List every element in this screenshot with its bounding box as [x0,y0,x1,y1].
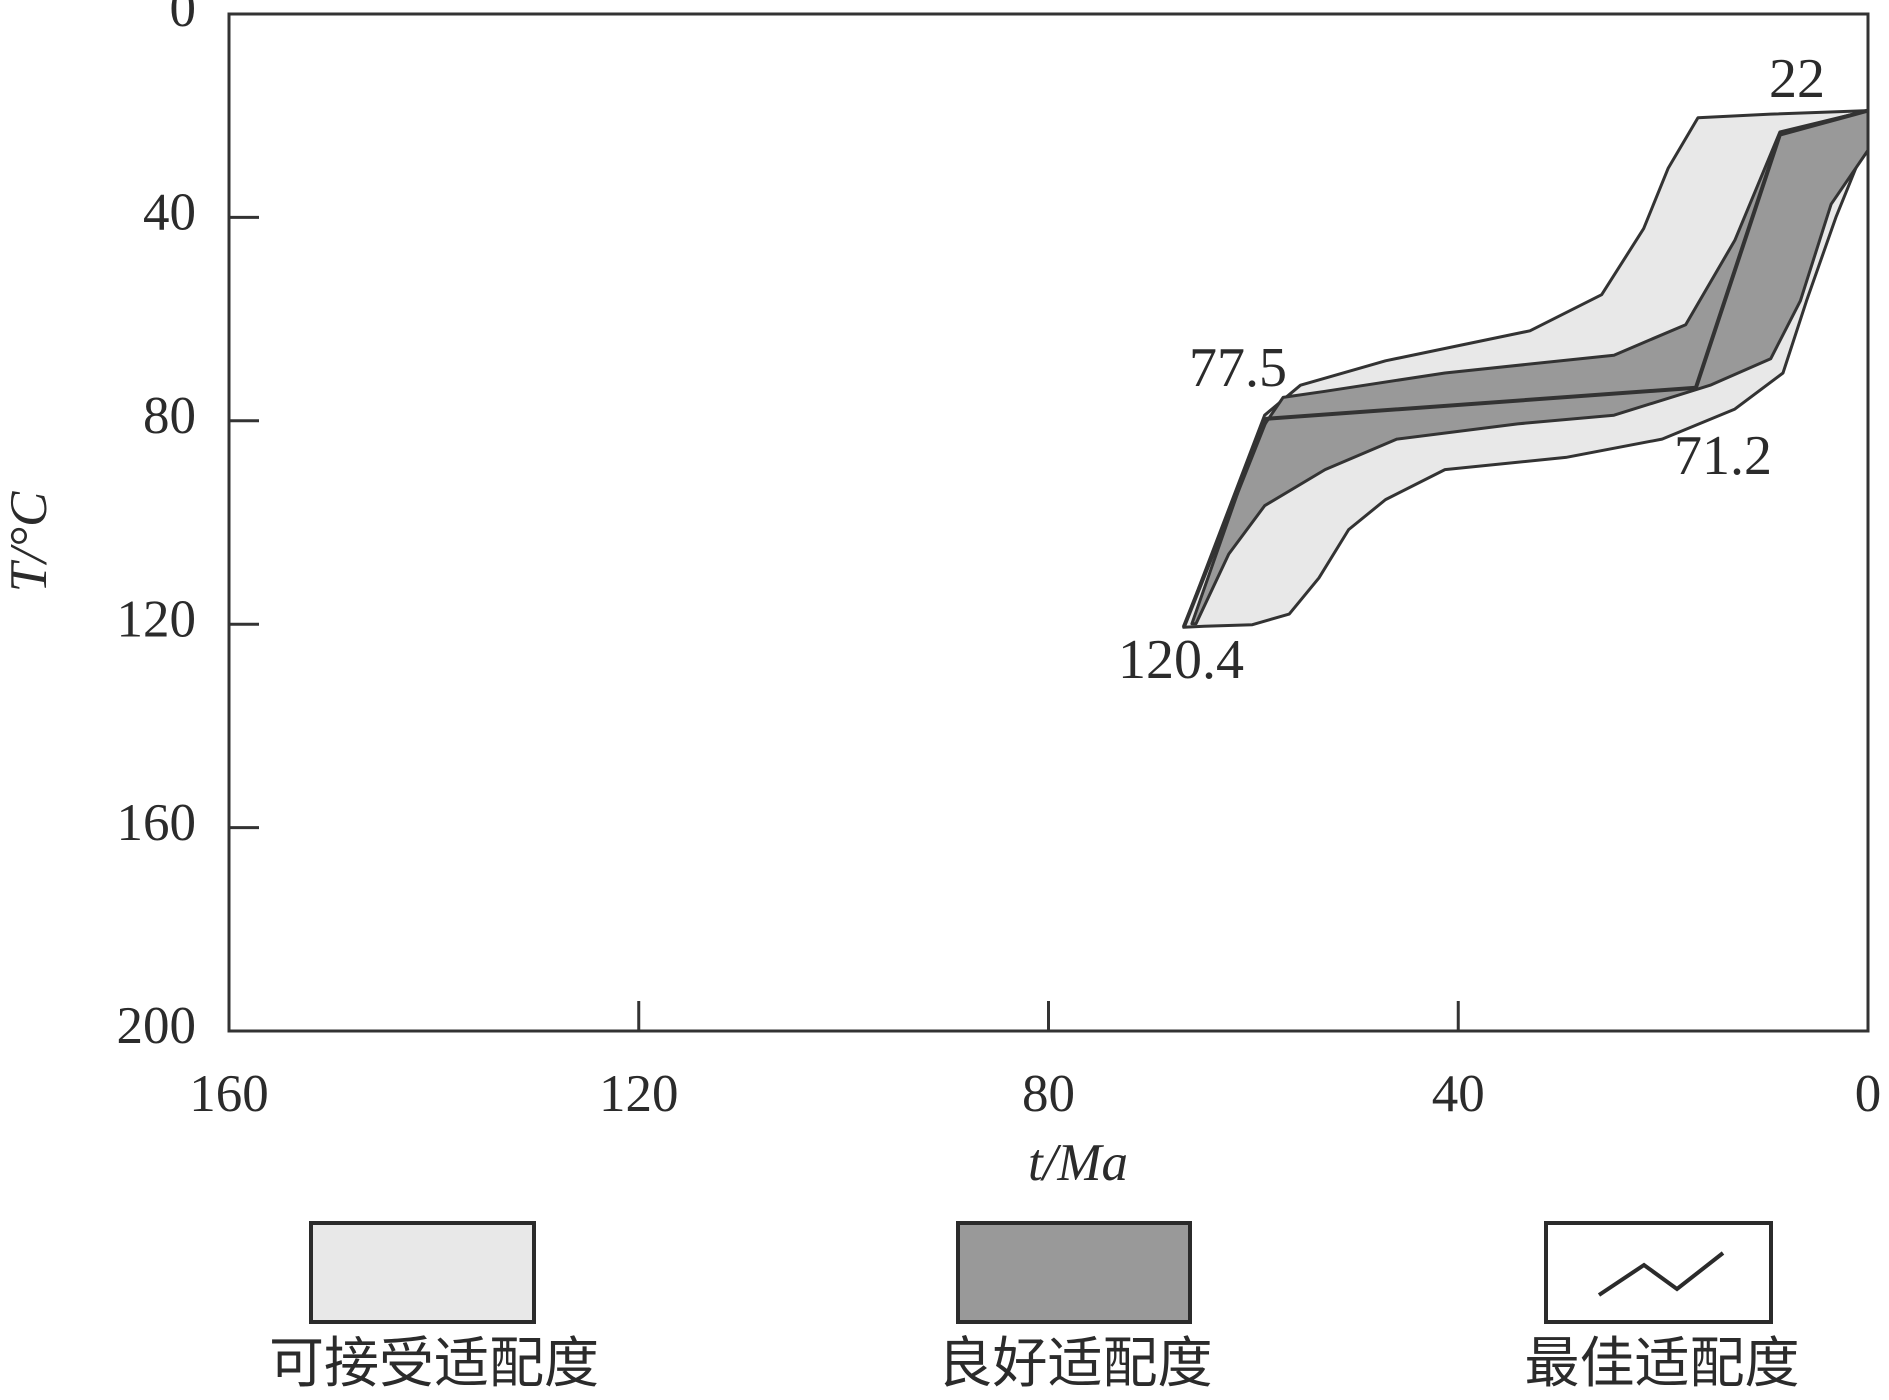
plot-frame [227,12,1870,1033]
annotation: 22 [1769,48,1825,110]
legend-swatch [956,1221,1192,1324]
y-tick-label: 40 [143,184,196,242]
legend-label: 可接受适配度 [269,1331,599,1395]
legend-line-icon [1597,1251,1725,1297]
x-tick-label: 0 [1855,1065,1882,1123]
y-tick-label: 120 [117,590,197,648]
legend-swatch [309,1221,536,1324]
legend-label: 最佳适配度 [1524,1331,1799,1395]
y-tick-label: 0 [170,0,197,38]
x-tick-label: 40 [1432,1065,1485,1123]
y-axis-label: T/°C [0,491,58,592]
x-tick-label: 160 [189,1065,269,1123]
y-tick-label: 80 [143,387,196,445]
y-tick-label: 160 [117,794,197,852]
annotation: 120.4 [1118,629,1244,691]
best-path [1181,108,1869,628]
x-tick-label: 80 [1022,1065,1075,1123]
annotation: 77.5 [1189,337,1287,399]
x-axis-label: t/Ma [1028,1134,1128,1192]
annotation: 71.2 [1674,425,1772,487]
y-tick-label: 200 [117,997,197,1055]
legend-label: 良好适配度 [937,1331,1212,1395]
envelope [1190,109,1870,626]
legend-swatch [1544,1221,1773,1324]
x-tick-label: 120 [599,1065,679,1123]
